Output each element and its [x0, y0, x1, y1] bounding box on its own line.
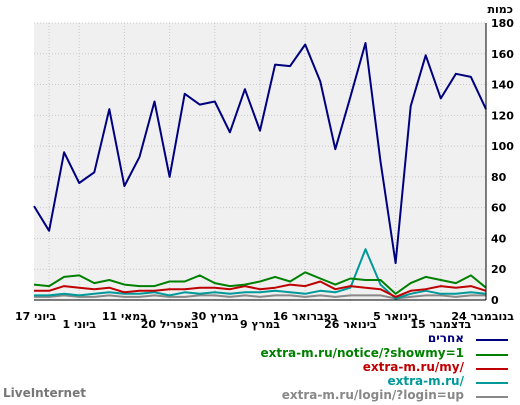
x-tick-label: 5 בינואר: [373, 310, 418, 323]
series-line-4: [34, 294, 486, 300]
x-tick-label: 11 במאי: [102, 310, 147, 323]
gridlines: [34, 22, 487, 300]
y-tick-label: 0: [491, 294, 499, 307]
x-tick-label: 1 ביוני: [62, 318, 96, 331]
y-axis-labels: 0 20 40 60 80 100 120 140 160 180: [491, 17, 514, 307]
x-tick-label: 20 באפריל: [141, 318, 199, 331]
y-tick-label: 20: [491, 263, 507, 276]
legend-label: extra-m.ru/login/?login=up: [281, 388, 464, 402]
x-tick-label: 15 בדצמבר: [410, 318, 471, 331]
series-line-0: [33, 42, 487, 265]
legend-swatch: [476, 368, 508, 370]
y-tick-label: 160: [491, 48, 514, 61]
series-lines: [33, 42, 487, 300]
legend-label: extra-m.ru/my/: [362, 360, 464, 374]
brand-label: LiveInternet: [3, 386, 86, 400]
x-tick-label: 26 בינואר: [324, 318, 377, 331]
series-line-3: [34, 248, 487, 300]
x-tick-label: 24 בנובמבר: [451, 310, 514, 323]
y-unit-label: כמות: [488, 3, 513, 16]
legend-label: extra-m.ru/notice/?showmy=1: [260, 346, 465, 360]
series-line-1: [33, 271, 487, 295]
x-tick-label: 16 בפברואר: [273, 310, 338, 323]
legend-swatch: [476, 382, 508, 384]
legend-swatch: [476, 354, 508, 356]
y-tick-label: 120: [491, 109, 514, 122]
legend-label: אחרים: [427, 331, 464, 345]
x-tick-label: 9 במרץ: [240, 318, 280, 331]
x-tick-label: 17 ביוני: [15, 310, 56, 323]
legend-swatch: [476, 339, 508, 341]
y-tick-label: 80: [491, 171, 507, 184]
y-tick-label: 140: [491, 79, 514, 92]
series-line-2: [34, 280, 487, 298]
y-tick-label: 180: [491, 17, 514, 30]
y-tick-label: 60: [491, 202, 507, 215]
legend-label: extra-m.ru/: [387, 374, 464, 388]
x-tick-label: 30 במרץ: [191, 310, 239, 323]
y-tick-label: 40: [491, 232, 507, 245]
y-tick-label: 100: [491, 140, 514, 153]
legend-swatch: [476, 396, 508, 398]
